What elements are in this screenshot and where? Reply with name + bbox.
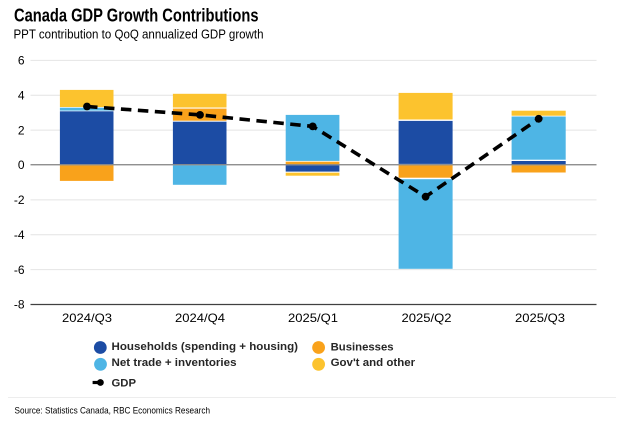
- svg-text:GDP: GDP: [112, 378, 137, 390]
- svg-text:2024/Q4: 2024/Q4: [175, 311, 225, 325]
- svg-text:2024/Q3: 2024/Q3: [62, 311, 112, 325]
- svg-text:PPT contribution to QoQ annual: PPT contribution to QoQ annualized GDP g…: [14, 27, 264, 42]
- svg-text:6: 6: [18, 54, 25, 68]
- svg-text:-4: -4: [14, 228, 25, 242]
- svg-text:2: 2: [18, 123, 25, 137]
- svg-text:Net trade + inventories: Net trade + inventories: [112, 357, 237, 369]
- svg-text:2025/Q3: 2025/Q3: [515, 311, 565, 325]
- svg-text:2025/Q2: 2025/Q2: [402, 311, 452, 325]
- svg-text:-6: -6: [14, 263, 25, 277]
- svg-text:-8: -8: [14, 298, 25, 312]
- svg-text:2025/Q1: 2025/Q1: [288, 311, 338, 325]
- svg-text:0: 0: [18, 158, 25, 172]
- svg-text:-2: -2: [14, 193, 25, 207]
- svg-text:Source: Statistics Canada, RBC: Source: Statistics Canada, RBC Economics…: [15, 405, 211, 416]
- svg-text:Canada GDP Growth Contribution: Canada GDP Growth Contributions: [14, 5, 259, 25]
- svg-text:4: 4: [18, 89, 25, 103]
- svg-text:Households (spending + housing: Households (spending + housing): [112, 341, 299, 353]
- svg-text:Businesses: Businesses: [331, 341, 394, 353]
- svg-text:Gov't and other: Gov't and other: [331, 357, 416, 369]
